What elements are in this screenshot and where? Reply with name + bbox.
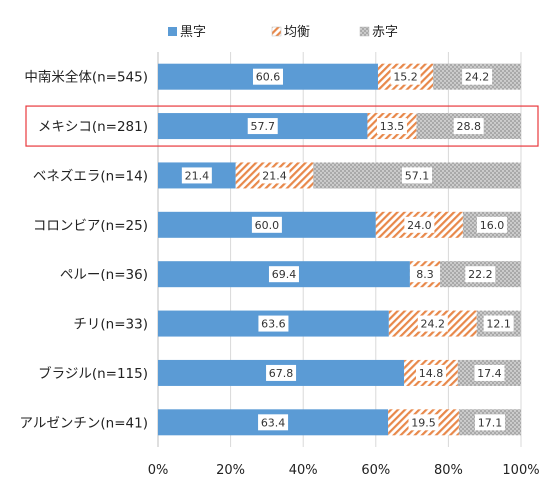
data-label-bg-3-1 <box>181 167 212 184</box>
data-label-bg-1-3 <box>462 68 493 85</box>
highlight-box <box>25 105 539 147</box>
legend-label-3: 赤字 <box>372 25 398 40</box>
data-label-7-3: 17.4 <box>477 367 502 380</box>
data-label-bg-5-2 <box>409 266 440 283</box>
data-label-bg-3-3 <box>402 167 433 184</box>
data-label-bg-1-2 <box>390 68 421 85</box>
data-label-6-1: 63.6 <box>261 318 286 331</box>
data-label-4-1: 60.0 <box>255 219 280 232</box>
data-label-6-3: 12.1 <box>486 318 511 331</box>
data-label-2-3: 28.8 <box>456 120 481 133</box>
data-label-bg-4-2 <box>404 216 435 233</box>
highlight-frame <box>25 105 539 147</box>
category-label-6: チリ(n=33) <box>73 317 148 333</box>
data-label-1-3: 24.2 <box>465 71 490 84</box>
x-tick-label-2: 40% <box>289 463 318 478</box>
data-label-7-2: 14.8 <box>419 367 444 380</box>
data-label-bg-7-3 <box>474 364 505 381</box>
data-label-5-3: 22.2 <box>468 268 493 281</box>
data-label-1-1: 60.6 <box>256 71 281 84</box>
x-tick-label-0: 0% <box>148 463 169 478</box>
x-tick-label-5: 100% <box>502 463 539 478</box>
data-label-bg-1-1 <box>252 68 283 85</box>
data-label-5-2: 8.3 <box>416 268 434 281</box>
data-label-bg-4-1 <box>251 216 282 233</box>
data-label-bg-3-2 <box>259 167 290 184</box>
x-tick-label-3: 60% <box>361 463 390 478</box>
data-label-bg-2-1 <box>247 118 278 135</box>
data-label-4-2: 24.0 <box>407 219 432 232</box>
category-label-7: ブラジル(n=115) <box>38 365 148 382</box>
data-label-bg-2-2 <box>376 118 407 135</box>
data-label-3-3: 57.1 <box>405 169 430 182</box>
category-label-2: メキシコ(n=281) <box>38 119 148 135</box>
data-label-5-1: 69.4 <box>272 268 297 281</box>
legend-swatch-3 <box>359 26 370 37</box>
legend-swatch-2 <box>271 26 282 37</box>
data-label-1-2: 15.2 <box>393 71 418 84</box>
x-tick-label-4: 80% <box>434 463 463 478</box>
data-label-3-1: 21.4 <box>185 169 210 182</box>
data-label-8-3: 17.1 <box>478 416 503 429</box>
data-label-bg-6-2 <box>417 315 448 332</box>
data-label-bg-8-3 <box>474 414 505 431</box>
legend-label-2: 均衡 <box>284 25 310 40</box>
category-label-1: 中南米全体(n=545) <box>24 69 148 86</box>
data-label-7-1: 67.8 <box>269 367 294 380</box>
legend: 黒字 均衡 赤字 <box>168 25 398 40</box>
category-labels: 中南米全体(n=545) メキシコ(n=281) ベネズエラ(n=14) コロンビア(… <box>20 69 148 432</box>
x-tick-label-1: 20% <box>216 463 245 478</box>
gridlines <box>157 52 522 447</box>
data-label-8-1: 63.4 <box>261 416 286 429</box>
data-label-bg-5-3 <box>465 266 496 283</box>
bars: 60.6 15.2 24.2 57.7 13.5 28.8 21.4 21.4 57.1 60.0… <box>158 63 521 436</box>
data-label-bg-2-3 <box>453 118 484 135</box>
category-label-5: ペルー(n=36) <box>60 267 148 283</box>
x-axis: 0% 20% 40% 60% 80% 100% <box>148 463 540 478</box>
legend-label-1: 黒字 <box>180 25 206 40</box>
data-label-bg-8-2 <box>408 414 439 431</box>
data-label-bg-7-2 <box>415 364 446 381</box>
data-label-6-2: 24.2 <box>421 318 446 331</box>
data-label-8-2: 19.5 <box>411 416 436 429</box>
data-label-bg-4-3 <box>476 216 507 233</box>
category-label-3: ベネズエラ(n=14) <box>33 168 148 184</box>
data-label-4-3: 16.0 <box>480 219 505 232</box>
legend-swatch-1 <box>168 27 177 36</box>
category-label-4: コロンビア(n=25) <box>33 218 148 234</box>
data-label-bg-6-3 <box>483 315 514 332</box>
category-label-8: アルゼンチン(n=41) <box>20 415 148 431</box>
data-label-bg-5-1 <box>268 266 299 283</box>
data-label-2-1: 57.7 <box>250 120 275 133</box>
data-label-2-2: 13.5 <box>380 120 405 133</box>
data-label-3-2: 21.4 <box>262 169 287 182</box>
data-label-bg-7-1 <box>266 364 297 381</box>
data-label-bg-8-1 <box>258 414 289 431</box>
data-label-bg-6-1 <box>258 315 289 332</box>
